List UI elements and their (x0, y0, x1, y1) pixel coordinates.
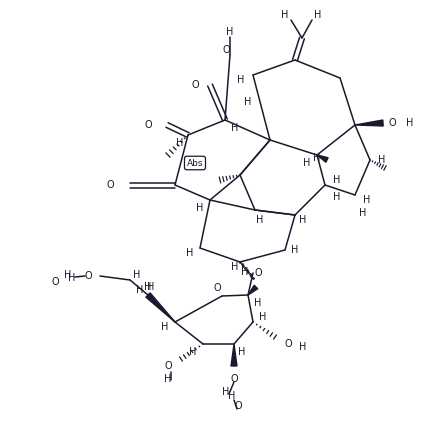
Text: H: H (176, 138, 184, 148)
Text: O: O (144, 120, 152, 130)
Text: H: H (363, 195, 371, 205)
Text: H: H (313, 153, 321, 163)
Text: Abs: Abs (187, 158, 203, 168)
Text: H: H (299, 342, 307, 352)
Text: O: O (222, 45, 230, 55)
Text: H: H (241, 267, 249, 277)
Polygon shape (231, 344, 237, 366)
Text: O: O (388, 118, 396, 128)
Text: H: H (237, 75, 245, 85)
Text: H: H (161, 322, 169, 332)
Text: H: H (133, 270, 141, 280)
Text: H: H (147, 282, 155, 292)
Text: H: H (281, 10, 289, 20)
Text: H: H (68, 273, 76, 283)
Text: H: H (186, 248, 194, 258)
Text: O: O (84, 271, 92, 281)
Text: H: H (222, 387, 230, 397)
Text: H: H (359, 208, 367, 218)
Text: H: H (231, 262, 239, 272)
Text: O: O (191, 80, 199, 90)
Text: O: O (254, 268, 262, 278)
Polygon shape (248, 285, 258, 295)
Text: O: O (213, 283, 221, 293)
Text: O: O (284, 339, 292, 349)
Text: H: H (196, 203, 204, 213)
Text: O: O (51, 277, 59, 287)
Text: O: O (106, 180, 114, 190)
Text: H: H (299, 215, 307, 225)
Text: H: H (378, 155, 386, 165)
Text: H: H (136, 285, 144, 295)
Text: H: H (406, 118, 414, 128)
Text: H: H (303, 158, 311, 168)
Text: H: H (256, 215, 264, 225)
Text: H: H (164, 374, 172, 384)
Text: H: H (189, 347, 197, 357)
Text: H: H (228, 391, 236, 401)
Text: H: H (259, 312, 267, 322)
Text: H: H (144, 282, 152, 292)
Text: H: H (314, 10, 322, 20)
Text: H: H (333, 192, 341, 202)
Polygon shape (146, 293, 175, 322)
Text: H: H (291, 245, 299, 255)
Text: H: H (333, 175, 341, 185)
Text: H: H (226, 27, 234, 37)
Text: O: O (164, 361, 172, 371)
Polygon shape (355, 120, 383, 126)
Text: H: H (254, 298, 262, 308)
Text: H: H (238, 347, 246, 357)
Text: O: O (230, 374, 238, 384)
Text: H: H (64, 270, 72, 280)
Text: H: H (245, 97, 252, 107)
Text: O: O (234, 401, 242, 411)
Text: H: H (231, 123, 239, 133)
Polygon shape (317, 155, 328, 162)
